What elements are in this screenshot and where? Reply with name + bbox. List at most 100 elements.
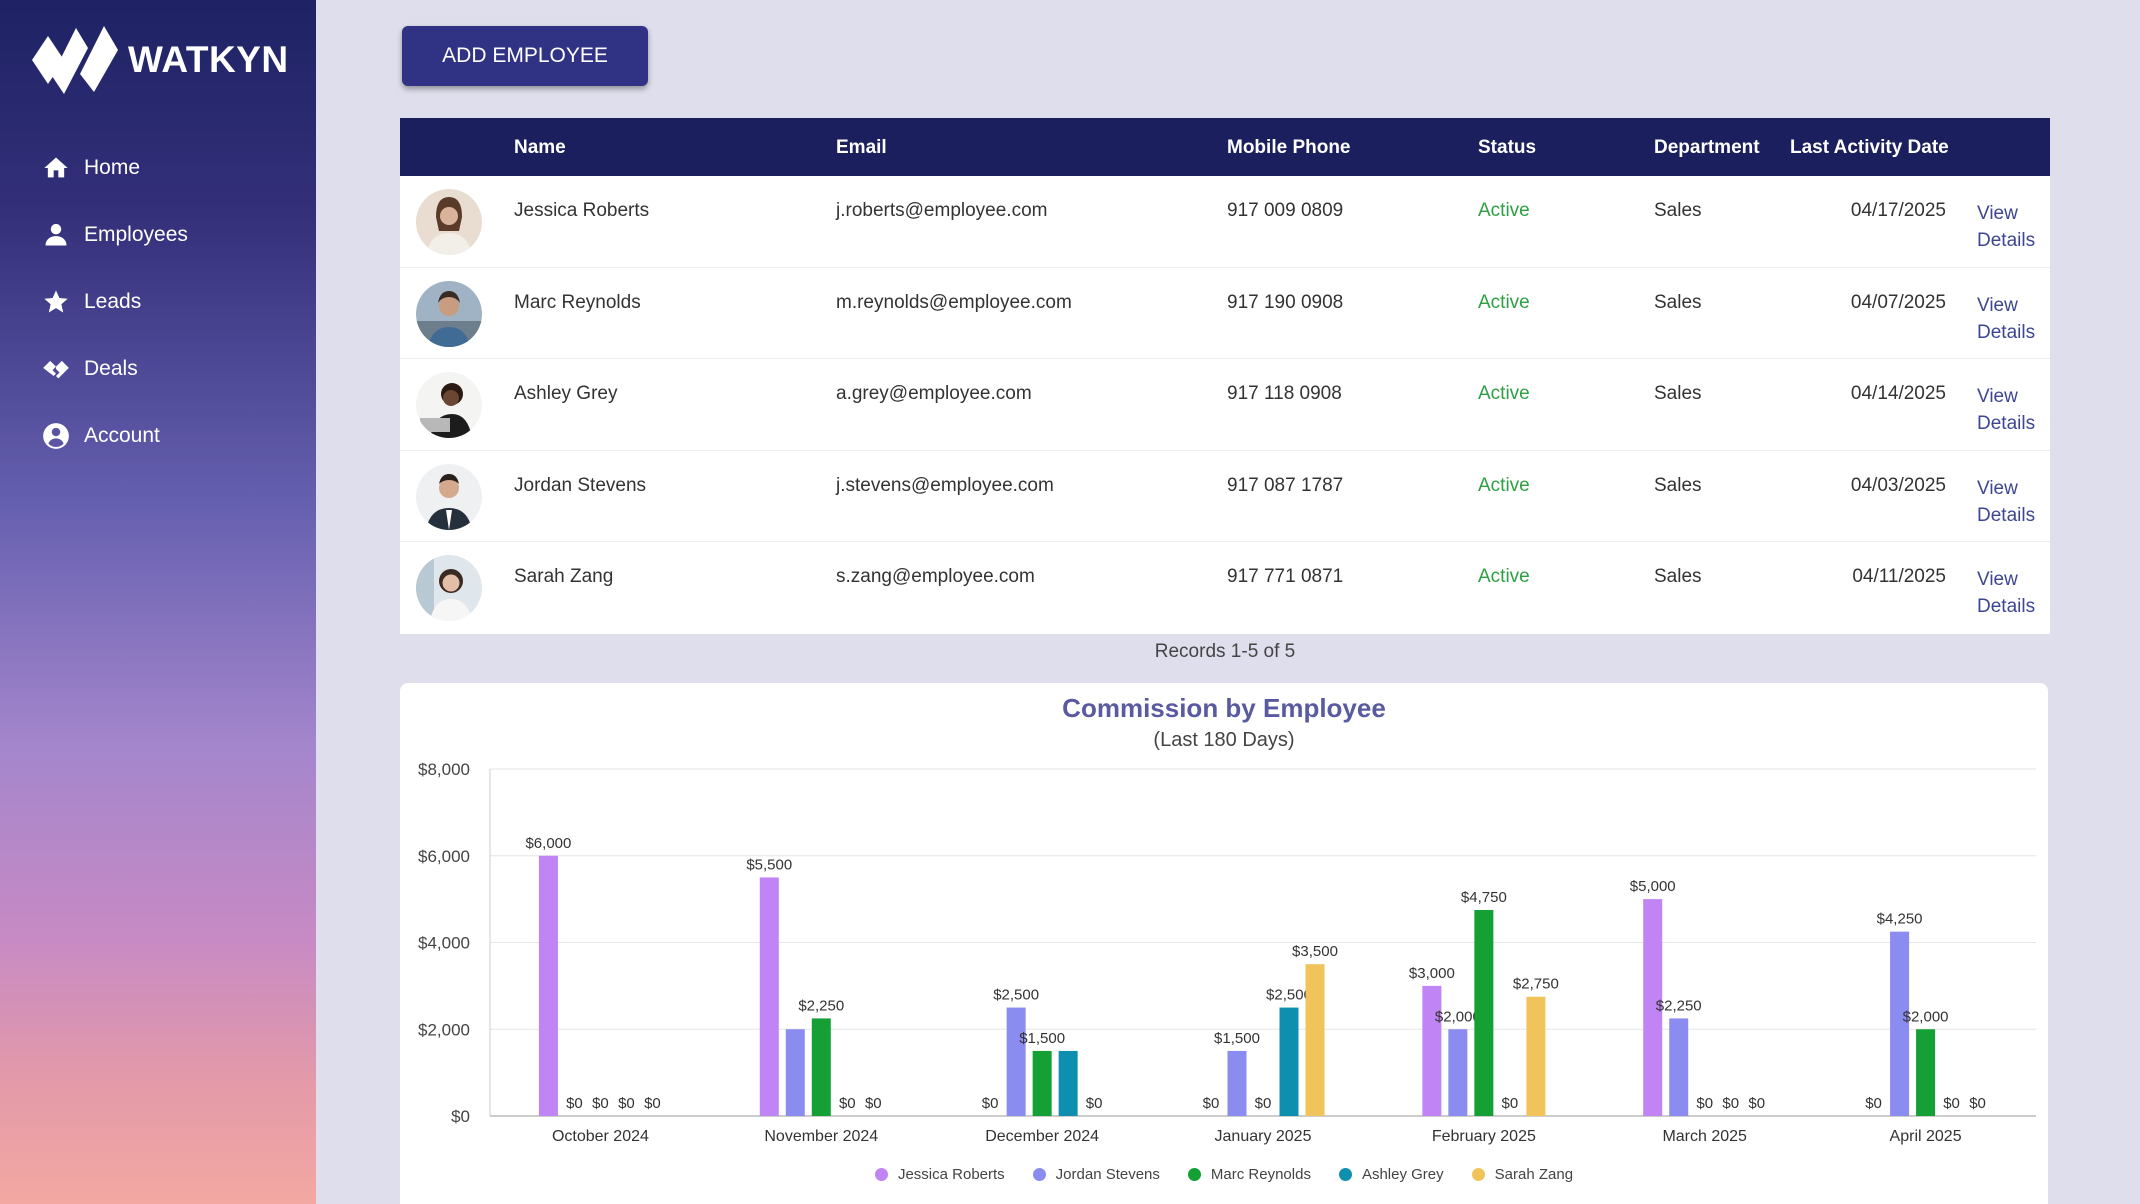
column-header-name[interactable]: Name <box>514 137 566 158</box>
sidebar-item-deals[interactable]: Deals <box>40 335 188 402</box>
data-label: $0 <box>592 1095 609 1112</box>
column-header-last-activity[interactable]: Last Activity Date <box>1790 137 1949 158</box>
table-row: Marc Reynolds m.reynolds@employee.com 91… <box>400 268 2050 359</box>
status-badge: Active <box>1478 474 1530 496</box>
avatar <box>416 372 482 438</box>
column-header-email[interactable]: Email <box>836 137 887 158</box>
chart-legend: Jessica Roberts Jordan Stevens Marc Reynol… <box>400 1166 2048 1183</box>
data-label: $0 <box>865 1095 882 1112</box>
employee-phone: 917 190 0908 <box>1227 291 1344 313</box>
legend-item[interactable]: Ashley Grey <box>1338 1166 1444 1183</box>
column-header-phone[interactable]: Mobile Phone <box>1227 137 1351 158</box>
sidebar: WATKYN Home Employees Leads Deals <box>0 0 316 1204</box>
employee-department: Sales <box>1654 200 1702 221</box>
bar <box>1227 1050 1247 1116</box>
employee-department: Sales <box>1654 291 1702 313</box>
employee-department: Sales <box>1654 566 1702 587</box>
employee-phone: 917 771 0871 <box>1227 566 1344 587</box>
data-label: $0 <box>644 1095 661 1112</box>
bar <box>1448 1029 1468 1116</box>
data-label: $0 <box>1502 1095 1519 1112</box>
chart-subtitle: (Last 180 Days) <box>1153 729 1295 751</box>
sidebar-item-label: Employees <box>84 222 188 246</box>
bar <box>759 877 779 1116</box>
sidebar-item-label: Leads <box>84 289 142 313</box>
home-icon <box>40 152 72 184</box>
sidebar-item-leads[interactable]: Leads <box>40 268 188 335</box>
view-details-link[interactable]: View Details <box>1977 294 2036 343</box>
column-header-status[interactable]: Status <box>1478 137 1537 158</box>
data-label: $5,500 <box>746 856 792 873</box>
bar <box>1032 1050 1052 1116</box>
data-label: $5,000 <box>1630 878 1676 895</box>
handshake-icon <box>40 353 72 385</box>
status-badge: Active <box>1478 200 1530 221</box>
view-details-link[interactable]: View Details <box>1977 569 2036 617</box>
account-circle-icon <box>40 420 72 452</box>
sidebar-item-employees[interactable]: Employees <box>40 201 188 268</box>
logo-mark-icon <box>32 26 118 94</box>
bar <box>538 855 558 1116</box>
bar <box>1890 931 1910 1116</box>
employee-email: j.roberts@employee.com <box>836 200 1048 221</box>
x-tick-label: March 2025 <box>1662 1128 1747 1145</box>
bar <box>1474 909 1494 1116</box>
employee-email: s.zang@employee.com <box>836 566 1035 587</box>
bar <box>1526 996 1546 1116</box>
employee-name: Jordan Stevens <box>514 474 647 496</box>
employee-phone: 917 009 0809 <box>1227 200 1344 221</box>
data-label: $2,500 <box>993 987 1039 1004</box>
table-row: Ashley Grey a.grey@employee.com 917 118 … <box>400 359 2050 451</box>
legend-label: Jessica Roberts <box>897 1166 1005 1183</box>
bar <box>1422 985 1442 1116</box>
employee-phone: 917 087 1787 <box>1227 474 1344 496</box>
employee-email: m.reynolds@employee.com <box>836 291 1072 313</box>
brand-logo[interactable]: WATKYN <box>32 26 289 94</box>
last-activity-date: 04/11/2025 <box>1852 566 1946 587</box>
commission-chart: $0 $2,000 $4,000 $6,000 $8,000 October 2024 $6… <box>418 760 2036 1145</box>
commission-chart-card: Commission by Employee (Last 180 Days) $… <box>400 683 2048 1204</box>
data-label: $0 <box>566 1095 583 1112</box>
data-label: $2,750 <box>1513 976 1559 993</box>
add-employee-button[interactable]: ADD EMPLOYEE <box>402 26 648 86</box>
legend-item[interactable]: Marc Reynolds <box>1187 1166 1311 1183</box>
table-header: Name Email Mobile Phone Status Departmen… <box>400 118 2050 176</box>
employee-name: Jessica Roberts <box>514 200 650 221</box>
bar <box>1643 899 1663 1116</box>
bar <box>811 1018 831 1116</box>
data-label: $0 <box>1748 1095 1765 1112</box>
view-details-link[interactable]: View Details <box>1977 386 2036 434</box>
legend-swatch <box>1187 1168 1201 1181</box>
data-label: $0 <box>982 1095 999 1112</box>
legend-swatch <box>1032 1168 1046 1181</box>
sidebar-item-account[interactable]: Account <box>40 402 188 469</box>
data-label: $2,500 <box>1266 987 1312 1004</box>
legend-item[interactable]: Jordan Stevens <box>1032 1166 1160 1183</box>
legend-item[interactable]: Jessica Roberts <box>874 1166 1005 1183</box>
avatar <box>416 555 482 621</box>
data-label: $2,000 <box>1435 1008 1481 1025</box>
table-row: Jessica Roberts j.roberts@employee.com 9… <box>400 176 2050 268</box>
data-label: $2,250 <box>1656 997 1702 1014</box>
column-header-department[interactable]: Department <box>1654 137 1760 158</box>
data-label: $0 <box>1086 1095 1103 1112</box>
data-label: $0 <box>1865 1095 1882 1112</box>
y-tick-label: $8,000 <box>418 760 470 779</box>
sidebar-item-home[interactable]: Home <box>40 134 188 201</box>
employee-department: Sales <box>1654 383 1702 404</box>
view-details-link[interactable]: View Details <box>1977 203 2036 251</box>
star-icon <box>40 286 72 318</box>
data-label: $2,000 <box>1903 1008 1949 1025</box>
sidebar-item-label: Home <box>84 155 141 179</box>
view-details-link[interactable]: View Details <box>1977 477 2036 526</box>
table-row: Jordan Stevens j.stevens@employee.com 91… <box>400 451 2050 542</box>
status-badge: Active <box>1478 566 1530 587</box>
x-tick-label: January 2025 <box>1215 1128 1312 1145</box>
data-label: $0 <box>618 1095 635 1112</box>
bar <box>1916 1029 1936 1116</box>
person-icon <box>40 219 72 251</box>
employee-name: Sarah Zang <box>514 566 614 587</box>
legend-item[interactable]: Sarah Zang <box>1471 1166 1573 1183</box>
x-tick-label: November 2024 <box>764 1128 878 1145</box>
bar <box>1058 1050 1078 1116</box>
